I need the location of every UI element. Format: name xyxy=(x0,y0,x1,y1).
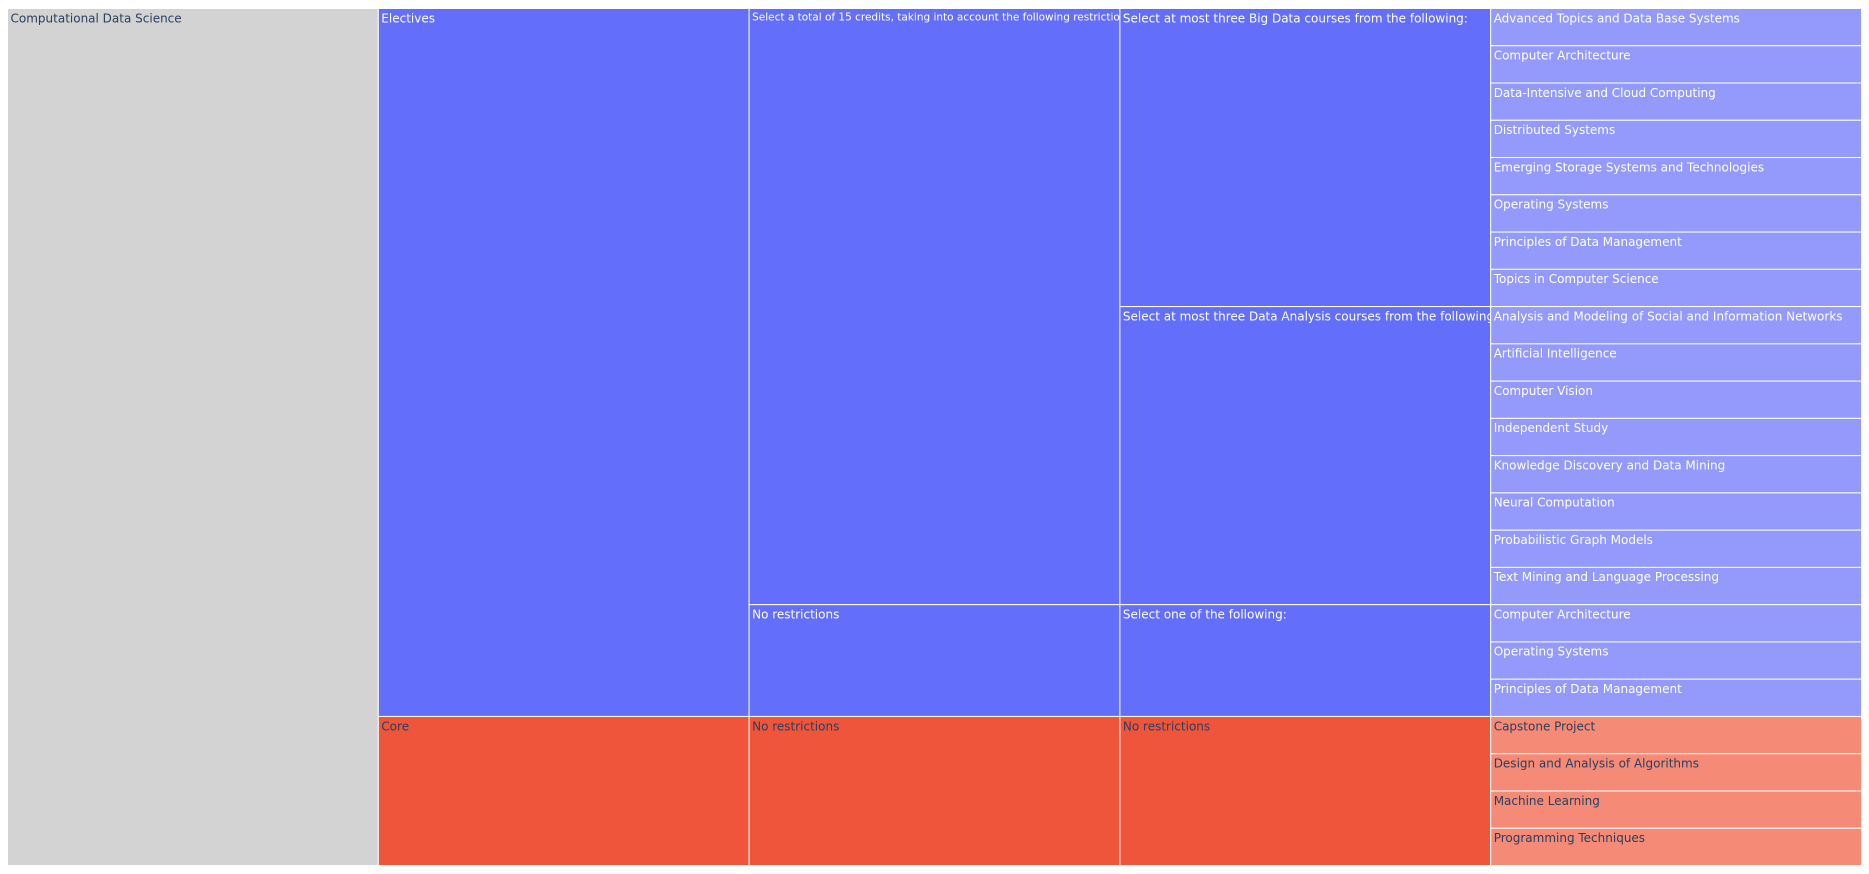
icicle-cell-c1[interactable]: Capstone Project xyxy=(1490,715,1862,755)
icicle-cell-label: Independent Study xyxy=(1494,421,1609,435)
icicle-cell-c2[interactable]: Design and Analysis of Algorithms xyxy=(1490,753,1862,792)
icicle-cell-bd2[interactable]: Computer Architecture xyxy=(1490,45,1862,84)
icicle-cell-da8[interactable]: Text Mining and Language Processing xyxy=(1490,566,1862,606)
icicle-cell-rect[interactable] xyxy=(1490,417,1862,457)
icicle-cell-da3[interactable]: Computer Vision xyxy=(1490,380,1862,419)
icicle-cell-label: Text Mining and Language Processing xyxy=(1493,570,1719,584)
icicle-cell-label: Knowledge Discovery and Data Mining xyxy=(1494,458,1726,472)
icicle-cell-so3[interactable]: Principles of Data Management xyxy=(1490,678,1862,717)
icicle-cell-da1[interactable]: Analysis and Modeling of Social and Info… xyxy=(1490,306,1862,345)
icicle-cell-label: Electives xyxy=(381,11,435,25)
icicle-cell-rect[interactable] xyxy=(1490,119,1862,159)
icicle-cell-label: Emerging Storage Systems and Technologie… xyxy=(1494,160,1764,174)
icicle-cell-rect[interactable] xyxy=(1119,8,1492,308)
icicle-cell-label: Computer Architecture xyxy=(1494,607,1631,621)
icicle-cell-label: Data-Intensive and Cloud Computing xyxy=(1494,86,1716,100)
icicle-cell-core[interactable]: Core xyxy=(377,715,750,867)
icicle-cell-bd7[interactable]: Principles of Data Management xyxy=(1490,231,1862,270)
icicle-cell-e-analysis[interactable]: Select at most three Data Analysis cours… xyxy=(1119,306,1498,606)
icicle-cell-c4[interactable]: Programming Techniques xyxy=(1490,827,1862,867)
icicle-cell-label: Operating Systems xyxy=(1494,198,1609,212)
icicle-cell-bd3[interactable]: Data-Intensive and Cloud Computing xyxy=(1490,82,1862,121)
icicle-cell-label: Topics in Computer Science xyxy=(1493,272,1659,286)
icicle-cell-rect[interactable] xyxy=(1490,790,1862,829)
icicle-cell-label: No restrictions xyxy=(752,719,839,733)
icicle-cell-da5[interactable]: Knowledge Discovery and Data Mining xyxy=(1490,455,1862,494)
icicle-cell-da2[interactable]: Artificial Intelligence xyxy=(1490,343,1862,382)
icicle-cell-rect[interactable] xyxy=(748,604,1121,717)
icicle-cell-label: Computer Architecture xyxy=(1494,49,1631,63)
icicle-cell-rect[interactable] xyxy=(1490,268,1862,308)
icicle-cell-e-norestr[interactable]: No restrictions xyxy=(748,604,1121,717)
icicle-cell-rect[interactable] xyxy=(1490,8,1862,47)
icicle-cell-root[interactable]: Computational Data Science xyxy=(7,8,379,866)
icicle-cell-label: Select one of the following: xyxy=(1123,607,1287,621)
icicle-cell-e-bigdata[interactable]: Select at most three Big Data courses fr… xyxy=(1119,8,1492,308)
icicle-cell-label: No restrictions xyxy=(752,607,839,621)
icicle-cell-da7[interactable]: Probabilistic Graph Models xyxy=(1490,529,1862,568)
icicle-cell-rect[interactable] xyxy=(377,715,750,867)
icicle-cell-rect[interactable] xyxy=(7,8,379,866)
icicle-cell-label: No restrictions xyxy=(1123,719,1210,733)
icicle-cell-rect[interactable] xyxy=(1490,343,1862,382)
icicle-cell-bd4[interactable]: Distributed Systems xyxy=(1490,119,1862,159)
icicle-cell-label: Advanced Topics and Data Base Systems xyxy=(1494,11,1740,25)
icicle-cell-rect[interactable] xyxy=(1490,82,1862,121)
icicle-cell-label: Capstone Project xyxy=(1494,719,1596,733)
icicle-cell-da6[interactable]: Neural Computation xyxy=(1490,492,1862,531)
icicle-cell-label: Probabilistic Graph Models xyxy=(1494,533,1653,547)
icicle-cell-c3[interactable]: Machine Learning xyxy=(1490,790,1862,829)
icicle-cell-rect[interactable] xyxy=(1490,753,1862,792)
icicle-cell-electives[interactable]: Electives xyxy=(377,8,750,717)
icicle-cell-label: Computer Vision xyxy=(1494,384,1593,398)
icicle-cell-rect[interactable] xyxy=(1490,827,1862,867)
icicle-cell-label: Analysis and Modeling of Social and Info… xyxy=(1494,309,1843,323)
icicle-cell-rect[interactable] xyxy=(1119,604,1492,717)
icicle-cell-rect[interactable] xyxy=(1490,529,1862,568)
icicle-cell-label: Programming Techniques xyxy=(1494,831,1645,845)
icicle-cell-label: Select at most three Big Data courses fr… xyxy=(1123,11,1468,25)
icicle-cell-so2[interactable]: Operating Systems xyxy=(1490,641,1862,680)
icicle-cell-label: Principles of Data Management xyxy=(1494,682,1682,696)
icicle-cell-c-norestr2[interactable]: No restrictions xyxy=(1119,715,1492,867)
icicle-cell-rect[interactable] xyxy=(1119,715,1492,867)
icicle-cell-rect[interactable] xyxy=(377,8,750,717)
icicle-cell-rect[interactable] xyxy=(1490,604,1862,643)
icicle-cell-bd8[interactable]: Topics in Computer Science xyxy=(1490,268,1862,308)
icicle-cell-rect[interactable] xyxy=(1490,641,1862,680)
icicle-cell-rect[interactable] xyxy=(1490,715,1862,755)
icicle-cell-label: Select at most three Data Analysis cours… xyxy=(1123,309,1498,323)
icicle-cell-label: Core xyxy=(381,719,409,733)
icicle-cell-label: Design and Analysis of Algorithms xyxy=(1494,757,1699,771)
icicle-cell-e-restr[interactable]: Select a total of 15 credits, taking int… xyxy=(748,8,1135,606)
icicle-cell-rect[interactable] xyxy=(748,8,1121,606)
icicle-cell-label: Principles of Data Management xyxy=(1494,235,1682,249)
icicle-cell-bd5[interactable]: Emerging Storage Systems and Technologie… xyxy=(1490,157,1862,196)
icicle-cell-label: Select a total of 15 credits, taking int… xyxy=(752,12,1135,24)
icicle-cell-rect[interactable] xyxy=(1490,45,1862,84)
icicle-cell-so1[interactable]: Computer Architecture xyxy=(1490,604,1862,643)
icicle-cell-rect[interactable] xyxy=(748,715,1121,867)
icicle-cell-rect[interactable] xyxy=(1490,194,1862,233)
icicle-cell-rect[interactable] xyxy=(1490,566,1862,606)
icicle-cell-bd6[interactable]: Operating Systems xyxy=(1490,194,1862,233)
icicle-cell-label: Operating Systems xyxy=(1494,645,1609,659)
icicle-cell-rect[interactable] xyxy=(1490,380,1862,419)
icicle-cell-label: Computational Data Science xyxy=(11,11,182,25)
icicle-cell-c-norestr1[interactable]: No restrictions xyxy=(748,715,1121,867)
icicle-cell-label: Neural Computation xyxy=(1494,496,1615,510)
icicle-cell-rect[interactable] xyxy=(1490,492,1862,531)
icicle-cell-label: Machine Learning xyxy=(1494,794,1600,808)
icicle-cell-label: Artificial Intelligence xyxy=(1494,347,1617,361)
icicle-cell-da4[interactable]: Independent Study xyxy=(1490,417,1862,457)
icicle-cell-label: Distributed Systems xyxy=(1494,123,1616,137)
icicle-cell-rect[interactable] xyxy=(1119,306,1492,606)
icicle-cell-rect[interactable] xyxy=(1490,678,1862,717)
icicle-cell-bd1[interactable]: Advanced Topics and Data Base Systems xyxy=(1490,8,1862,47)
icicle-cell-e-selectone[interactable]: Select one of the following: xyxy=(1119,604,1492,717)
